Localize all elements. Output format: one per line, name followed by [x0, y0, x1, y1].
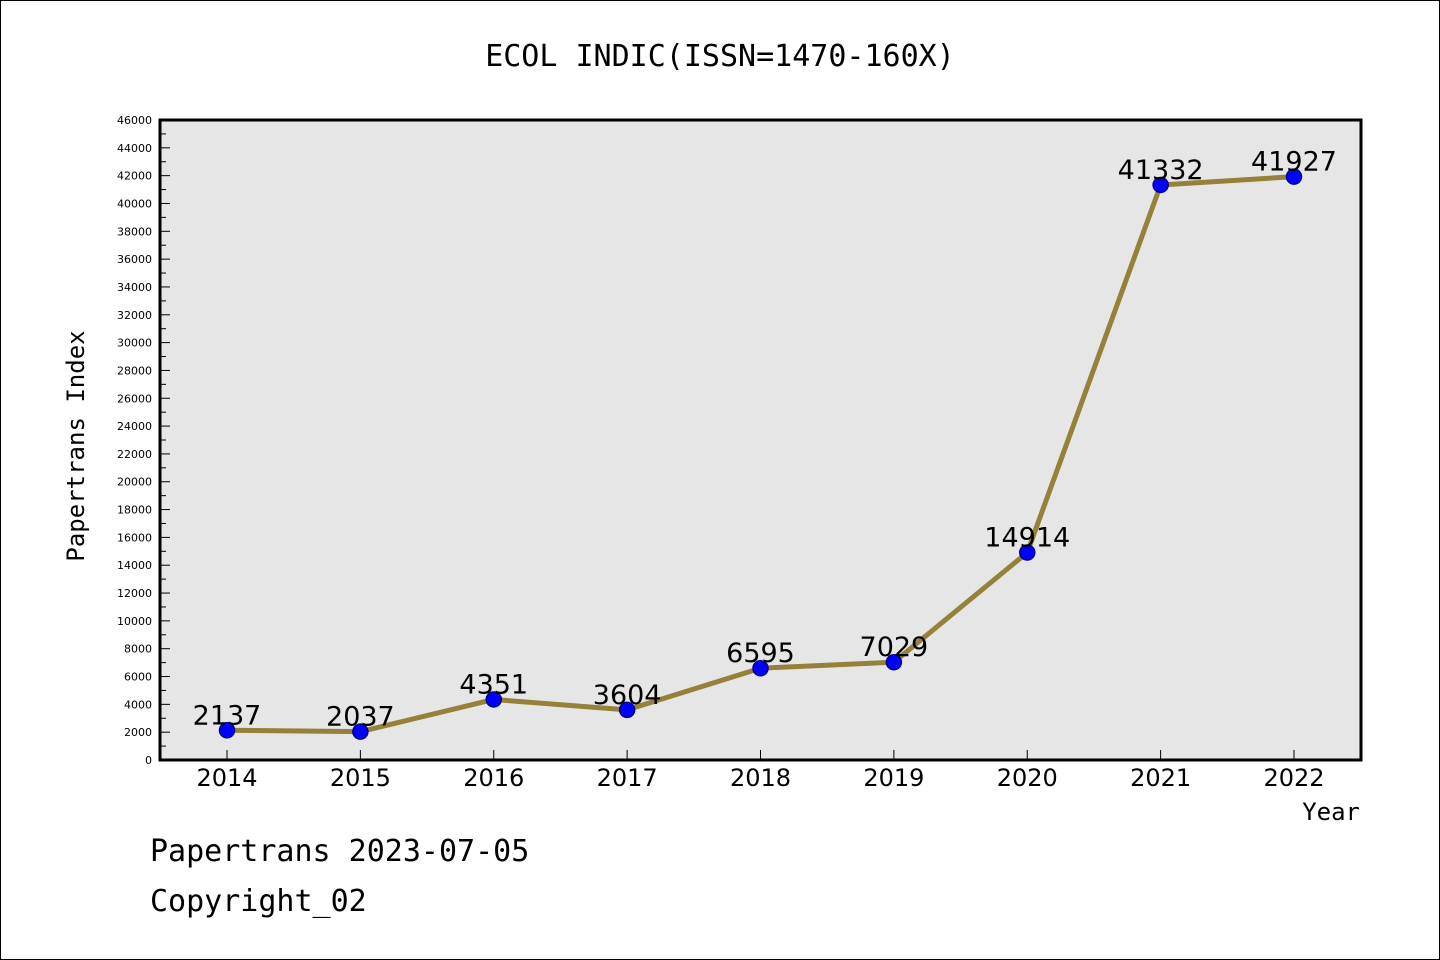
- data-point: [885, 653, 903, 671]
- y-tick-label: 36000: [117, 253, 152, 266]
- data-label: 41332: [1118, 155, 1204, 186]
- y-tick-label: 24000: [117, 420, 152, 433]
- y-tick-label: 10000: [117, 615, 152, 628]
- x-tick-label: 2020: [997, 764, 1058, 792]
- data-label: 7029: [860, 632, 929, 663]
- y-tick-label: 38000: [117, 225, 152, 238]
- data-point: [1152, 176, 1169, 194]
- y-tick-label: 6000: [124, 671, 152, 684]
- x-tick-label: 2021: [1130, 764, 1191, 792]
- footer-copyright: Copyright_02: [150, 884, 367, 919]
- x-axis-label: Year: [1302, 798, 1360, 826]
- x-tick-label: 2017: [597, 764, 658, 792]
- plot-area: [158, 118, 1363, 762]
- data-point: [1285, 168, 1303, 185]
- y-tick-label: 4000: [124, 698, 152, 711]
- data-label: 14914: [984, 523, 1070, 554]
- data-label: 2037: [326, 702, 395, 733]
- data-labels: 2137 2037 4351 3604 6595 7029 14914 41332 41927: [193, 147, 1337, 733]
- x-tick-label: 2015: [330, 764, 391, 792]
- y-tick-label: 20000: [117, 476, 152, 489]
- y-tick-label: 28000: [117, 364, 152, 377]
- data-point: [352, 723, 369, 740]
- y-tick-label: 22000: [117, 448, 152, 461]
- y-tick-label: 12000: [117, 587, 152, 600]
- y-tick-label: 44000: [117, 142, 152, 155]
- y-tick-label: 14000: [117, 559, 152, 572]
- y-tick-label: 32000: [117, 309, 152, 322]
- data-label: 4351: [459, 669, 528, 700]
- data-label: 2137: [193, 700, 262, 731]
- x-tick-label: 2019: [863, 764, 924, 792]
- x-tick-label: 2016: [463, 764, 524, 792]
- y-tick-label: 2000: [124, 726, 152, 739]
- y-tick-label: 26000: [117, 392, 152, 405]
- x-tick-label: 2018: [730, 764, 791, 792]
- y-tick-label: 42000: [117, 170, 152, 183]
- data-markers: [218, 168, 1303, 740]
- data-point: [485, 691, 502, 708]
- footer-date: Papertrans 2023-07-05: [150, 834, 530, 869]
- data-label: 41927: [1251, 147, 1337, 178]
- data-point: [618, 701, 636, 719]
- chart-title: ECOL INDIC(ISSN=1470-160X): [485, 39, 955, 74]
- x-tick-label: 2022: [1263, 764, 1324, 792]
- y-tick-label: 8000: [124, 643, 152, 656]
- y-tick-label: 18000: [117, 504, 152, 517]
- data-label: 3604: [593, 680, 662, 711]
- data-point: [752, 659, 769, 677]
- x-axis-ticks: 2014 2015 2016 2017 2018 2019 2020 2021 2022: [196, 750, 1325, 792]
- data-point: [1019, 544, 1036, 561]
- y-axis-ticks: 0 2000 4000 6000 8000 10000 12000 14000 16000 180…: [117, 114, 170, 767]
- y-axis-label: Papertrans Index: [62, 330, 90, 561]
- data-label: 6595: [726, 638, 795, 669]
- y-tick-label: 34000: [117, 281, 152, 294]
- x-tick-label: 2014: [196, 764, 257, 792]
- y-tick-label: 40000: [117, 197, 152, 210]
- data-point: [218, 722, 236, 739]
- y-tick-label: 46000: [117, 114, 152, 127]
- y-tick-label: 30000: [117, 337, 152, 350]
- y-tick-label: 16000: [117, 531, 152, 544]
- y-tick-label: 0: [145, 754, 152, 767]
